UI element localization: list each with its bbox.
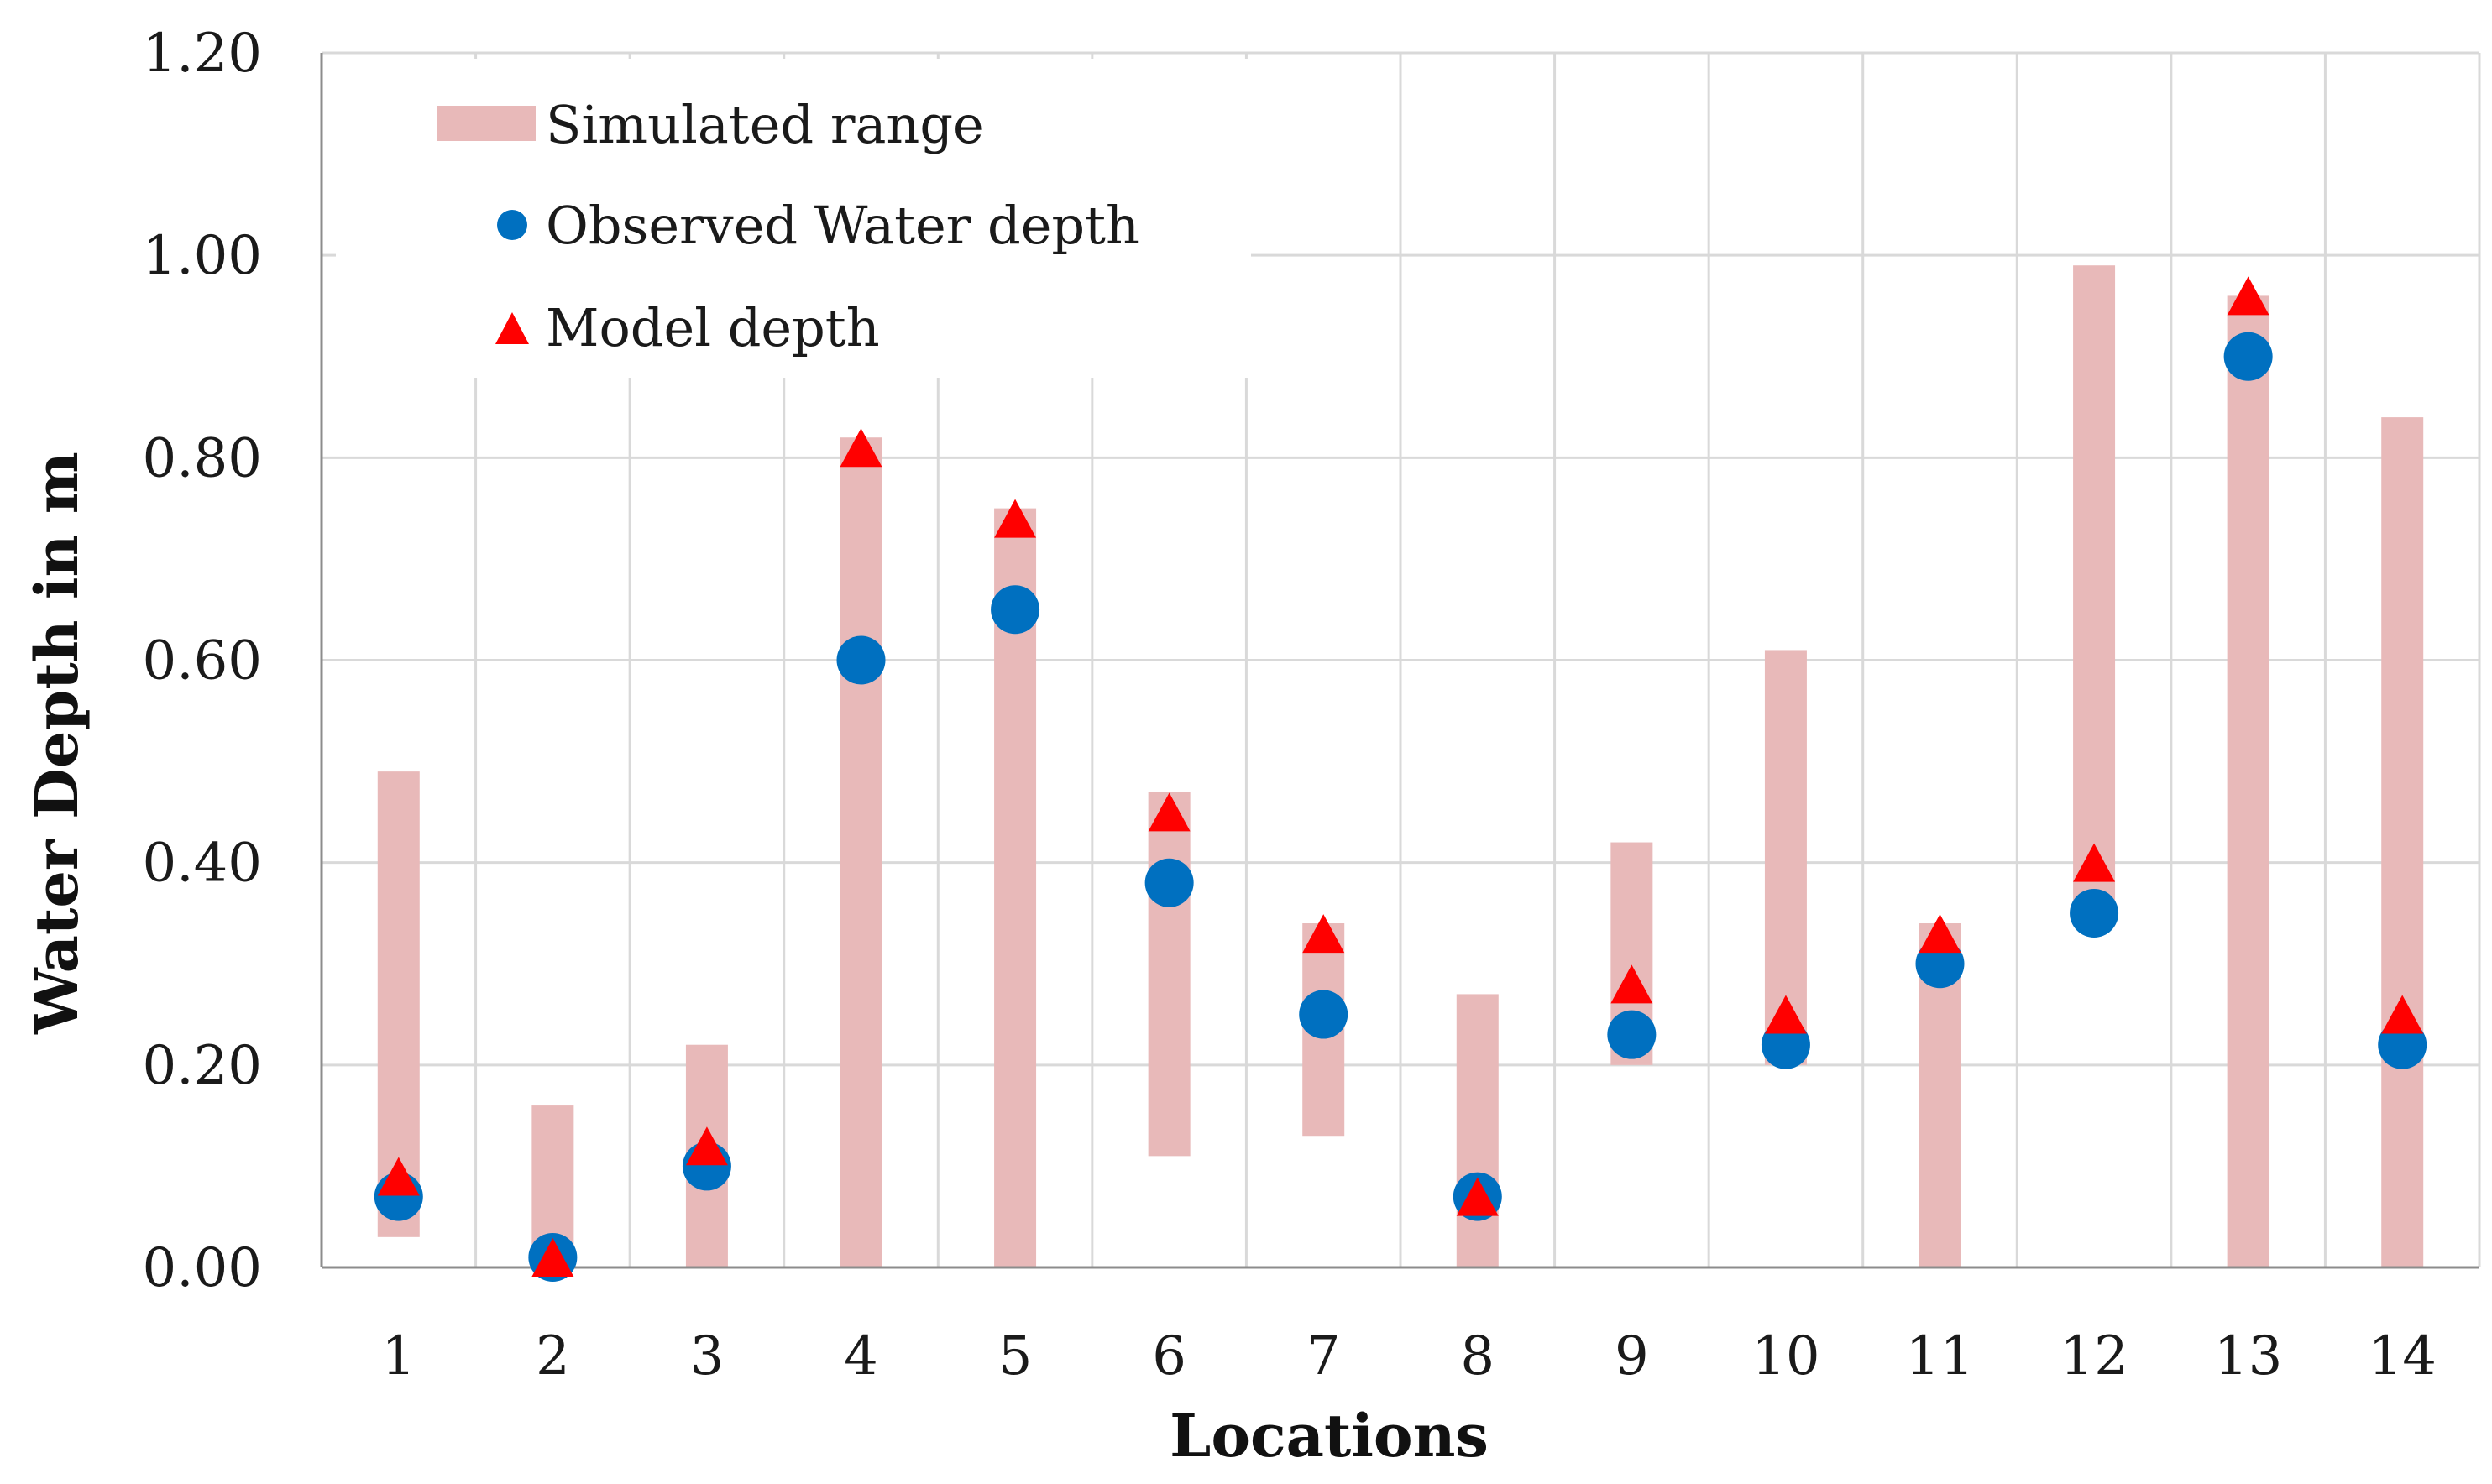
x-tick-label: 2	[536, 1325, 570, 1387]
x-tick-label: 4	[844, 1325, 878, 1387]
range-bar	[2381, 417, 2424, 1268]
observed-point	[1607, 1010, 1657, 1059]
legend-swatch-simulated-range	[437, 106, 536, 141]
legend-marker-observed	[497, 210, 527, 240]
observed-point	[836, 635, 886, 685]
x-tick-labels: 1 2 3 4 5 6 7 8 9 10 11 12 13 14	[381, 1325, 2437, 1387]
observed-point	[2223, 332, 2273, 381]
legend-label-simulated-range: Simulated range	[546, 94, 984, 155]
x-tick-label: 6	[1152, 1325, 1186, 1387]
y-tick-labels: 0.00 0.20 0.40 0.60 0.80 1.00 1.20	[143, 23, 263, 1299]
model-point	[1148, 792, 1191, 832]
observed-point	[1299, 990, 1348, 1039]
model-point	[1302, 914, 1345, 954]
x-axis-title: Locations	[1170, 1401, 1489, 1471]
legend-label-observed: Observed Water depth	[546, 195, 1139, 256]
y-tick-label: 0.40	[143, 833, 263, 895]
range-bar	[2227, 295, 2270, 1267]
x-tick-label: 9	[1615, 1325, 1649, 1387]
y-tick-label: 0.00	[143, 1237, 263, 1299]
range-bar	[1456, 994, 1499, 1267]
model-point	[531, 1237, 574, 1277]
model-point	[2227, 276, 2270, 316]
model-point	[2073, 843, 2116, 882]
y-tick-label: 1.20	[143, 23, 263, 85]
model-point	[994, 499, 1037, 538]
x-tick-label: 8	[1460, 1325, 1495, 1387]
observed-point	[1144, 858, 1194, 907]
x-tick-label: 12	[2060, 1325, 2128, 1387]
model-point	[1456, 1177, 1499, 1216]
model-point	[1919, 914, 1961, 954]
model-point	[1610, 964, 1653, 1004]
point-markers	[374, 276, 2427, 1282]
x-tick-label: 10	[1751, 1325, 1819, 1387]
y-axis-title: Water Depth in m	[22, 452, 92, 1035]
x-tick-label: 5	[998, 1325, 1033, 1387]
axes	[320, 53, 2479, 1269]
y-tick-label: 1.00	[143, 225, 263, 287]
x-tick-label: 7	[1306, 1325, 1341, 1387]
simulated-range-bars	[377, 265, 2424, 1268]
x-tick-label: 14	[2368, 1325, 2436, 1387]
observed-point	[991, 585, 1040, 635]
model-point	[1764, 995, 1807, 1034]
model-point	[840, 428, 882, 468]
model-point	[685, 1126, 728, 1166]
x-tick-label: 13	[2214, 1325, 2282, 1387]
model-point	[2381, 995, 2424, 1034]
range-bar	[2073, 265, 2116, 913]
x-tick-label: 1	[381, 1325, 416, 1387]
x-tick-label: 11	[1906, 1325, 1974, 1387]
x-tick-label: 3	[690, 1325, 725, 1387]
legend-label-model: Model depth	[546, 297, 880, 358]
y-tick-label: 0.60	[143, 630, 263, 692]
legend-marker-model	[495, 312, 529, 344]
range-bar	[840, 437, 882, 1267]
range-bar	[994, 508, 1037, 1267]
y-tick-label: 0.80	[143, 427, 263, 489]
legend: Simulated range Observed Water depth Mod…	[336, 59, 1251, 378]
observed-point	[2070, 888, 2119, 938]
range-bar	[1148, 792, 1191, 1157]
model-point	[377, 1157, 420, 1196]
y-tick-label: 0.20	[143, 1035, 263, 1097]
